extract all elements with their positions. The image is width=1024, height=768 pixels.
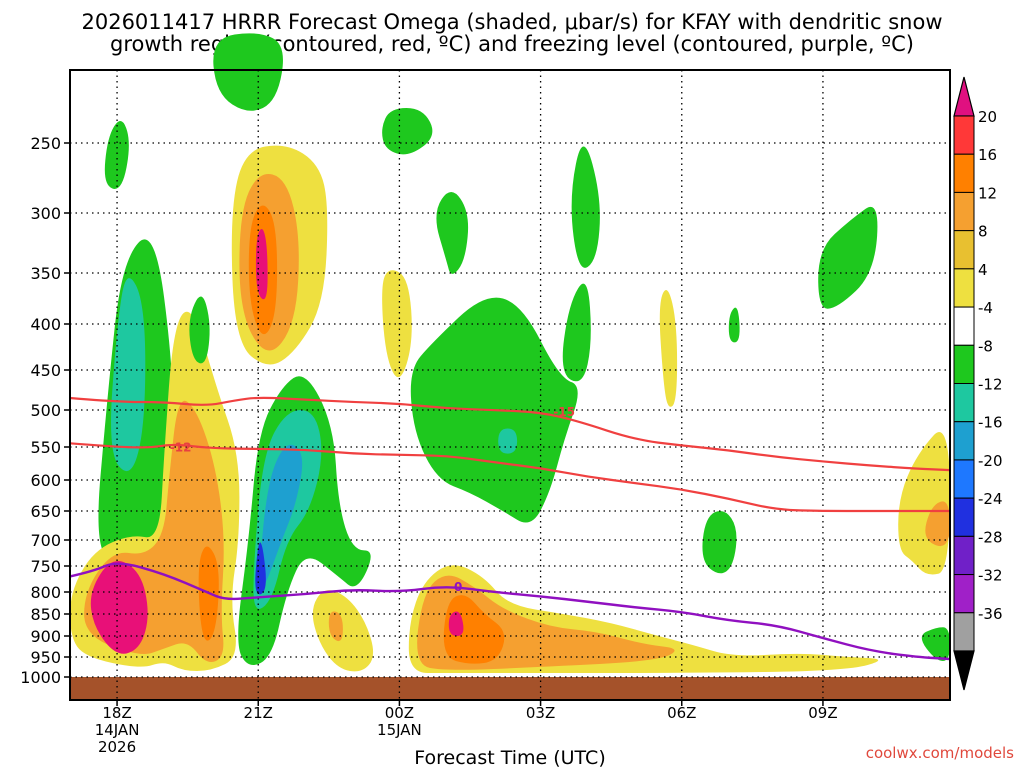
x-tick-date-00Z: 15JAN [377, 721, 422, 739]
colorbar-label-7: -12 [978, 376, 1003, 394]
x-tick-label-03Z: 03Z [526, 704, 555, 722]
y-tick-label-900: 900 [30, 627, 61, 646]
y-tick-label-800: 800 [30, 583, 61, 602]
y-tick-label-300: 300 [30, 204, 61, 223]
colorbar-label-2: 12 [978, 184, 997, 202]
dgz-minus12-line [69, 442, 950, 513]
x-tick-label-21Z: 21Z [244, 704, 273, 722]
omega-region-24 [659, 290, 678, 407]
y-tick-label-950: 950 [30, 648, 61, 667]
colorbar-swatch-7 [953, 383, 975, 423]
plot-frame [69, 69, 951, 701]
omega-region-29 [213, 33, 283, 111]
y-tick-label-400: 400 [30, 315, 61, 334]
contour-label-0: -12 [170, 441, 192, 455]
y-tick-label-650: 650 [30, 502, 61, 521]
colorbar-swatch-10 [953, 497, 975, 537]
colorbar-swatch-11 [953, 535, 975, 576]
y-tick-label-700: 700 [30, 531, 61, 550]
freezing-level-line [69, 562, 951, 661]
x-tick-label-00Z: 00Z [385, 704, 414, 722]
omega-region-27 [925, 501, 950, 547]
omega-region-33 [818, 206, 878, 309]
colorbar-label-3: 8 [978, 223, 988, 241]
x-tick-year-18Z: 2026 [98, 738, 136, 756]
colorbar-bottom-arrow [953, 650, 975, 691]
y-tick-label-1000: 1000 [20, 668, 61, 687]
colorbar-label-5: -4 [978, 299, 993, 317]
y-tick-label-750: 750 [30, 557, 61, 576]
colorbar-label-9: -20 [978, 452, 1003, 470]
colorbar-swatch-3 [953, 230, 975, 270]
colorbar-label-8: -16 [978, 414, 1003, 432]
colorbar-label-4: 4 [978, 261, 988, 279]
colorbar-label-10: -24 [978, 490, 1003, 508]
ground-terrain [70, 677, 950, 700]
colorbar-swatch-0 [953, 115, 975, 155]
y-tick-label-350: 350 [30, 264, 61, 283]
gridlines [70, 70, 950, 700]
omega-region-35 [104, 121, 129, 189]
colorbar-legend: 20 16 12 8 4 -4 -8 -12 -16 -20 -24 -28 -32 -36 [953, 76, 1003, 691]
omega-region-36 [728, 307, 740, 343]
y-tick-label-450: 450 [30, 361, 61, 380]
dgz-minus15-line [69, 396, 951, 472]
omega-region-1 [111, 278, 146, 472]
x-tick-label-06Z: 06Z [667, 704, 696, 722]
contour-label-1: -15 [553, 405, 575, 419]
y-tick-label-500: 500 [30, 401, 61, 420]
colorbar-label-13: -36 [978, 605, 1003, 623]
omega-region-19 [443, 595, 505, 664]
omega-region-5 [90, 561, 148, 654]
x-tick-date-18Z: 14JAN [95, 721, 140, 739]
x-tick-label-18Z: 18Z [102, 704, 131, 722]
omega-region-15 [328, 611, 343, 642]
y-axis-pressure: 250 300 350 400 450 500 550 600 650 700 750 800 850 9… [20, 134, 70, 687]
colorbar-swatch-6 [953, 344, 975, 384]
colorbar-swatch-8 [953, 421, 975, 461]
omega-region-20 [448, 611, 464, 636]
colorbar-label-0: 20 [978, 108, 997, 126]
colorbar-label-12: -32 [978, 567, 1003, 585]
omega-region-23 [562, 283, 591, 382]
colorbar-swatch-13 [953, 612, 975, 652]
y-tick-label-850: 850 [30, 605, 61, 624]
contour-label-2: 0 [454, 580, 462, 594]
colorbar-top-arrow [953, 76, 975, 117]
y-tick-label-600: 600 [30, 471, 61, 490]
colorbar-label-1: 16 [978, 146, 997, 164]
omega-region-22 [498, 428, 518, 454]
omega-region-25 [702, 510, 737, 574]
contour-lines: -12 -15 0 [69, 396, 951, 661]
colorbar-swatch-12 [953, 574, 975, 614]
credit-text: coolwx.com/models [866, 744, 1014, 762]
colorbar-swatch-1 [953, 153, 975, 193]
colorbar-label-11: -28 [978, 528, 1003, 546]
omega-region-34 [189, 296, 210, 364]
colorbar-label-6: -8 [978, 337, 993, 355]
y-tick-label-250: 250 [30, 134, 61, 153]
chart-title-line-1: 2026011417 HRRR Forecast Omega (shaded, … [81, 10, 942, 34]
omega-region-32 [571, 146, 600, 268]
omega-region-16 [382, 270, 412, 378]
colorbar-swatch-5 [953, 306, 975, 346]
colorbar-swatch-4 [953, 268, 975, 308]
y-tick-label-550: 550 [30, 438, 61, 457]
x-tick-label-09Z: 09Z [808, 704, 837, 722]
plot-area: -12 -15 0 [69, 33, 951, 701]
omega-region-14 [312, 590, 374, 672]
omega-shading [70, 33, 950, 673]
x-axis-label: Forecast Time (UTC) [414, 747, 605, 768]
omega-region-8 [259, 444, 303, 588]
colorbar-swatch-2 [953, 191, 975, 232]
colorbar-swatch-9 [953, 459, 975, 499]
